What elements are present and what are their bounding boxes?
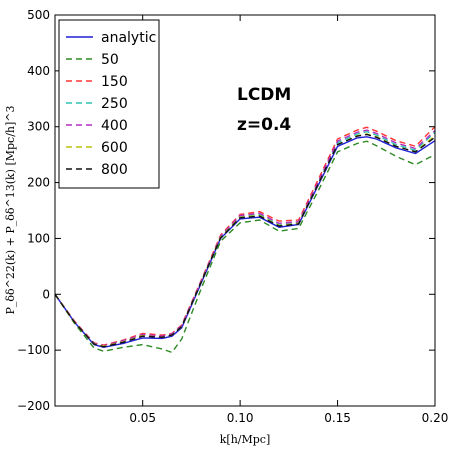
ticks-layer: 0.05 0.10 0.15 0.20 −200 −100 0 100 200 300 400 500	[17, 8, 448, 425]
legend-entries: analytic 50 150 250 400 600 800	[66, 30, 156, 178]
legend-label-1: 50	[101, 52, 119, 68]
y-axis-label: P_δδ^22(k) + P_δδ^13(k) [Mpc/h]^3	[4, 106, 17, 315]
legend-box	[58, 19, 160, 189]
y-tick-label: −200	[17, 399, 50, 413]
x-tick-label: 0.20	[422, 411, 449, 425]
y-tick-label: 400	[27, 64, 50, 78]
legend-label-0: analytic	[101, 30, 156, 46]
legend: analytic 50 150 250 400 600 800	[58, 19, 160, 189]
series-line-1	[54, 140, 436, 354]
legend-label-6: 800	[101, 162, 128, 178]
legend-label-4: 400	[101, 118, 128, 134]
series-line-4	[54, 129, 436, 347]
series-layer	[54, 126, 436, 354]
x-axis-label: k[h/Mpc]	[220, 433, 271, 446]
series-line-0	[54, 136, 436, 349]
y-tick-label: 100	[27, 231, 50, 245]
y-tick-label: −100	[17, 343, 50, 357]
y-tick-label: 300	[27, 120, 50, 134]
series-line-2	[54, 126, 436, 346]
y-tick-label: 500	[27, 8, 50, 22]
x-tick-label: 0.15	[324, 411, 351, 425]
x-tick-label: 0.10	[227, 411, 254, 425]
legend-label-5: 600	[101, 140, 128, 156]
y-tick-label: 200	[27, 176, 50, 190]
y-tick-label: 0	[42, 287, 50, 301]
legend-label-3: 250	[101, 96, 128, 112]
plot-frame	[54, 14, 436, 407]
legend-label-2: 150	[101, 74, 128, 90]
series-line-6	[54, 133, 436, 348]
x-tick-label: 0.05	[129, 411, 156, 425]
annotation-model: LCDM	[237, 85, 291, 105]
annotation-redshift: z=0.4	[237, 115, 291, 135]
